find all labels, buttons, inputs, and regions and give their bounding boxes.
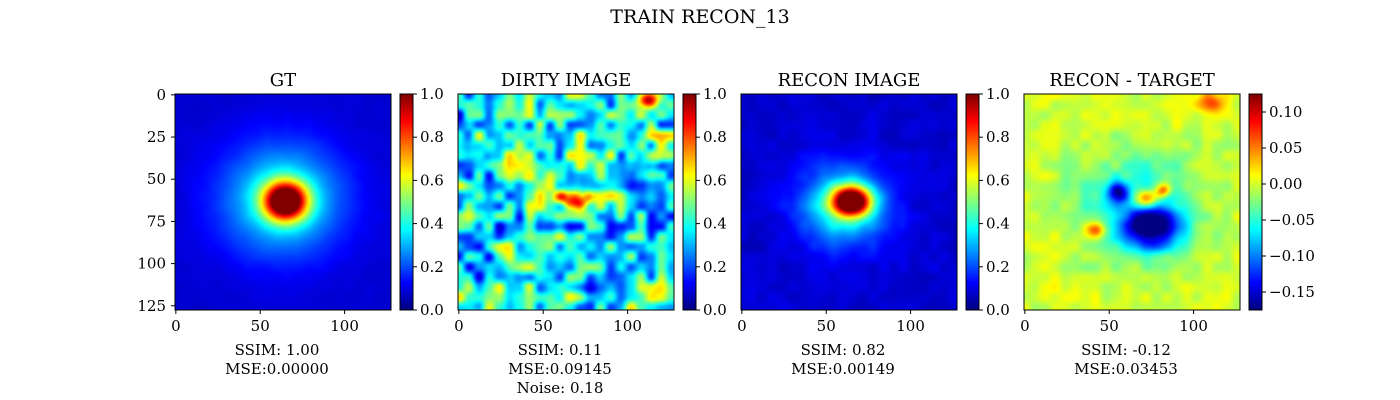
- y-tick-label: 100: [137, 255, 166, 273]
- colorbar-tick-label: 0.4: [986, 215, 1010, 233]
- heatmap-image: [1024, 94, 1240, 310]
- heatmap-frame: [457, 93, 675, 311]
- x-tick-label: 0: [454, 317, 464, 335]
- y-tick-label: 75: [147, 212, 166, 230]
- metric-label: MSE:0.09145: [508, 360, 612, 378]
- colorbar-tick-label: 0.8: [420, 128, 444, 146]
- metric-label: SSIM: -0.12: [1081, 341, 1171, 359]
- colorbar-tick-label: 0.0: [420, 301, 444, 319]
- colorbar-tick-label: 0.2: [986, 258, 1010, 276]
- colorbar-frame: [399, 93, 414, 311]
- x-tick-label: 50: [251, 317, 270, 335]
- figure-suptitle: TRAIN RECON_13: [610, 6, 789, 28]
- colorbar-tick-label: 1.0: [703, 85, 727, 103]
- colorbar-tick-label: 0.2: [703, 258, 727, 276]
- colorbar-tick-label: 0.00: [1269, 175, 1302, 193]
- x-tick-label: 100: [330, 317, 359, 335]
- panel-title: GT: [270, 70, 296, 91]
- x-tick-label: 100: [896, 317, 925, 335]
- colorbar-frame: [682, 93, 697, 311]
- y-tick-label: 0: [156, 86, 166, 104]
- colorbar-tick-label: 0.8: [986, 128, 1010, 146]
- metric-label: MSE:0.00000: [225, 360, 329, 378]
- panel-4: RECON - TARGET 0 50 100 0.10 0.05 0.00 −0.05 −0.…: [1020, 70, 1315, 378]
- metric-label: MSE:0.00149: [791, 360, 895, 378]
- heatmap-frame: [1023, 93, 1241, 311]
- metric-label: SSIM: 1.00: [235, 341, 320, 359]
- metric-label: SSIM: 0.82: [801, 341, 886, 359]
- colorbar: [1249, 94, 1262, 310]
- colorbar-tick-label: 1.0: [986, 85, 1010, 103]
- colorbar-tick-label: −0.15: [1269, 283, 1315, 301]
- x-tick-label: 50: [1100, 317, 1119, 335]
- panel-2: DIRTY IMAGE 0 50 100 0.0 0.2 0.4 0.6 0.8 1.0 SSIM:…: [454, 70, 727, 397]
- colorbar-tick-label: 0.10: [1269, 103, 1302, 121]
- y-tick-label: 125: [137, 297, 166, 315]
- colorbar-tick-label: 0.8: [703, 128, 727, 146]
- metric-label: SSIM: 0.11: [518, 341, 603, 359]
- colorbar-tick-label: −0.10: [1269, 247, 1315, 265]
- x-tick-label: 50: [534, 317, 553, 335]
- x-tick-label: 0: [171, 317, 181, 335]
- colorbar-tick-label: 0.2: [420, 258, 444, 276]
- colorbar-tick-label: 0.4: [703, 215, 727, 233]
- heatmap-image: [175, 94, 391, 310]
- colorbar: [683, 94, 696, 310]
- x-tick-label: 50: [817, 317, 836, 335]
- colorbar-tick-label: 0.6: [986, 171, 1010, 189]
- colorbar-tick-label: 1.0: [420, 85, 444, 103]
- colorbar: [400, 94, 413, 310]
- colorbar-frame: [965, 93, 980, 311]
- x-tick-label: 0: [1020, 317, 1030, 335]
- colorbar-tick-label: 0.4: [420, 215, 444, 233]
- x-tick-label: 100: [1179, 317, 1208, 335]
- panel-title: DIRTY IMAGE: [501, 70, 631, 91]
- colorbar: [966, 94, 979, 310]
- y-tick-label: 50: [147, 170, 166, 188]
- colorbar-tick-label: 0.0: [986, 301, 1010, 319]
- heatmap-frame: [740, 93, 958, 311]
- panel-1: GT 0 50 100 0 25 50 75 100 125 0.0 0.2 0.4 0.6 0.8 1.0 S…: [137, 70, 444, 378]
- colorbar-tick-label: −0.05: [1269, 211, 1315, 229]
- x-tick-label: 0: [737, 317, 747, 335]
- colorbar-frame: [1248, 93, 1263, 311]
- panel-title: RECON - TARGET: [1049, 70, 1215, 91]
- panel-title: RECON IMAGE: [778, 70, 921, 91]
- x-tick-label: 100: [613, 317, 642, 335]
- metric-label: Noise: 0.18: [517, 379, 604, 397]
- colorbar-tick-label: 0.6: [703, 171, 727, 189]
- y-tick-label: 25: [147, 128, 166, 146]
- heatmap-frame: [174, 93, 392, 311]
- metric-label: MSE:0.03453: [1074, 360, 1178, 378]
- colorbar-tick-label: 0.05: [1269, 139, 1302, 157]
- colorbar-tick-label: 0.0: [703, 301, 727, 319]
- heatmap-image: [458, 94, 674, 310]
- colorbar-tick-label: 0.6: [420, 171, 444, 189]
- panel-3: RECON IMAGE 0 50 100 0.0 0.2 0.4 0.6 0.8 1.0 SSIM:…: [737, 70, 1010, 378]
- heatmap-image: [741, 94, 957, 310]
